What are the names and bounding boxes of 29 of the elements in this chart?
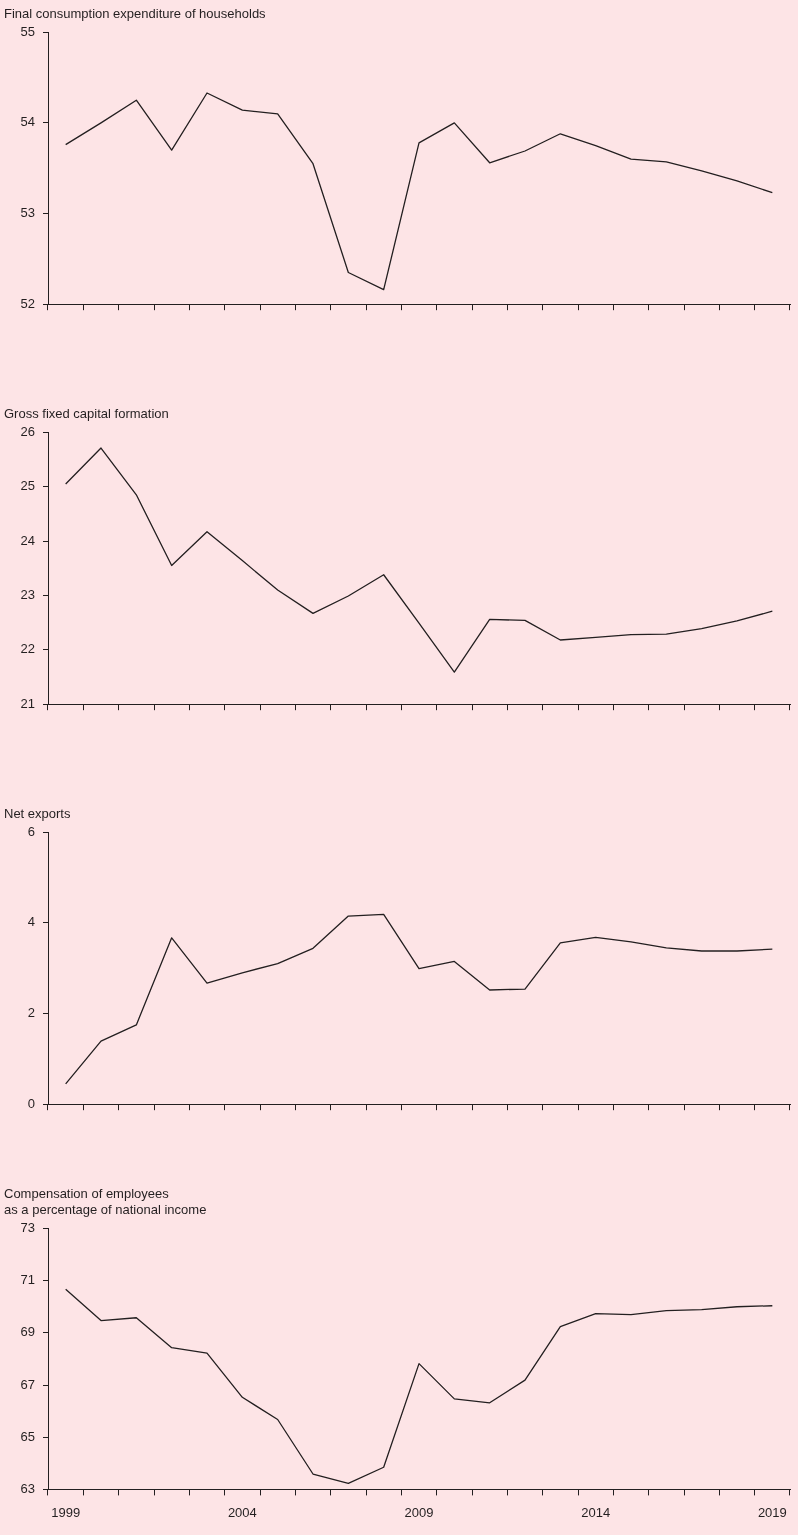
y-tick-label: 4 <box>27 914 35 930</box>
y-tick-label: 73 <box>20 1220 35 1236</box>
y-tick-label: 71 <box>20 1272 35 1288</box>
y-tick-label: 25 <box>20 478 35 494</box>
y-tick-label: 21 <box>20 695 35 711</box>
chart-title: Gross fixed capital formation <box>4 405 169 421</box>
y-tick-label: 53 <box>20 205 35 221</box>
y-tick-label: 67 <box>20 1376 35 1392</box>
y-tick-label: 22 <box>20 641 35 657</box>
y-tick-label: 55 <box>20 23 35 39</box>
x-tick-label: 1999 <box>51 1504 81 1520</box>
y-tick-label: 63 <box>20 1480 35 1496</box>
y-tick-label: 6 <box>27 823 35 839</box>
x-tick-label: 2009 <box>404 1504 434 1520</box>
y-tick-label: 52 <box>20 295 35 311</box>
chart-title: Final consumption expenditure of households <box>4 5 267 21</box>
x-tick-label: 2019 <box>757 1504 787 1520</box>
chart-title: Net exports <box>4 805 71 821</box>
y-tick-label: 69 <box>20 1324 35 1340</box>
y-tick-label: 23 <box>20 587 35 602</box>
chart-title: Compensation of employees as a percentage of national income <box>4 1185 207 1217</box>
y-tick-label: 54 <box>20 114 35 130</box>
y-tick-label: 65 <box>20 1428 35 1444</box>
x-tick-label: 2014 <box>581 1504 611 1520</box>
y-tick-label: 24 <box>20 532 35 548</box>
y-tick-label: 26 <box>20 423 35 439</box>
y-tick-label: 0 <box>27 1095 35 1111</box>
x-tick-label: 2004 <box>227 1504 257 1520</box>
y-tick-label: 2 <box>27 1005 35 1021</box>
